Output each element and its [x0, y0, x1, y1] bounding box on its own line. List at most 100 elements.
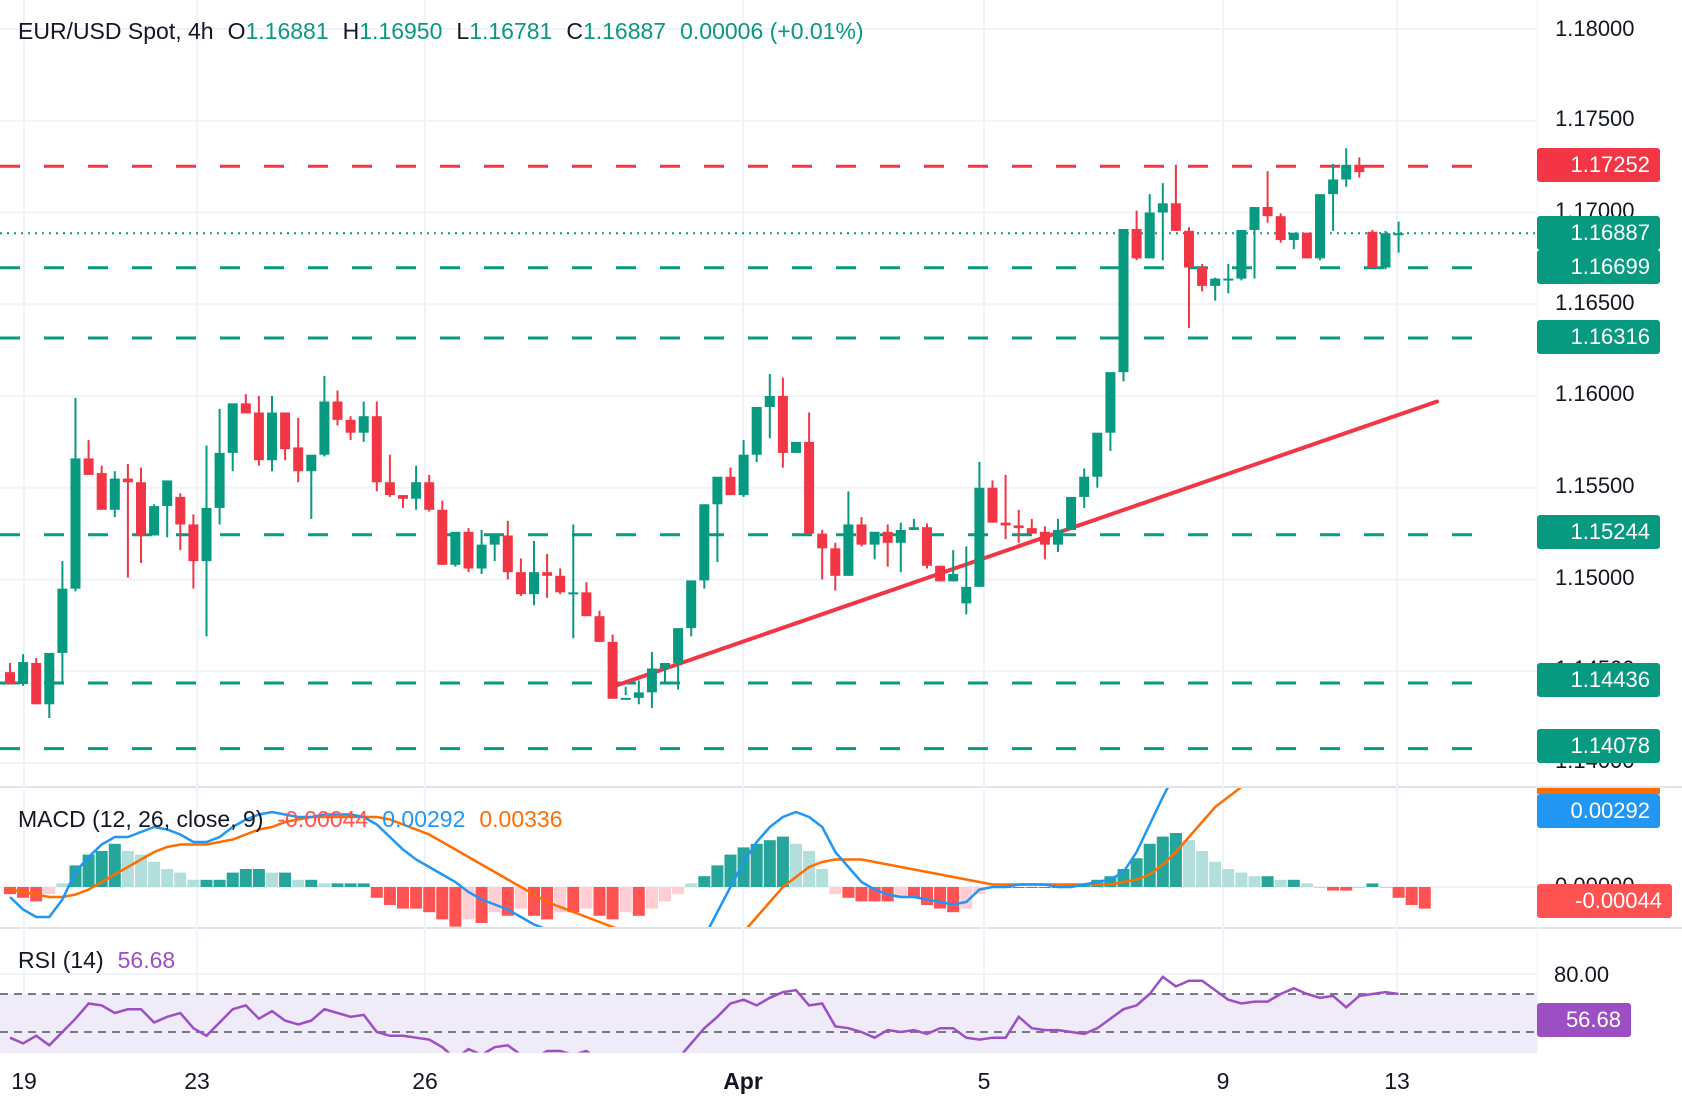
macd-histogram-bar: [1025, 887, 1038, 888]
macd-histogram-bar: [921, 887, 933, 905]
candle-body: [1013, 525, 1024, 529]
candle-body: [1118, 229, 1129, 373]
candle-body: [882, 531, 893, 543]
macd-histogram-bar: [1379, 887, 1392, 888]
macd-histogram-bar: [239, 869, 252, 887]
main-legend: EUR/USD Spot, 4h O 1.16881 H 1.16950 L 1…: [18, 18, 864, 45]
candle-body: [332, 401, 343, 420]
price-axis-label: 1.15000: [1555, 565, 1635, 590]
candle-body: [1249, 206, 1260, 230]
candle-body: [607, 641, 618, 699]
candle-body: [1236, 229, 1247, 279]
macd-histogram-bar: [1012, 887, 1025, 888]
candle-body: [922, 527, 932, 566]
price-axis-label: 1.18000: [1555, 16, 1635, 41]
time-axis-label: 13: [1384, 1068, 1410, 1094]
candle-body: [280, 412, 291, 450]
macd-histogram-value: -0.00044: [277, 806, 369, 832]
macd-histogram-bar: [685, 883, 698, 887]
macd-histogram-bar: [331, 883, 344, 887]
macd-histogram-bar: [947, 887, 960, 913]
candle-body: [817, 533, 828, 549]
macd-histogram-bar: [645, 887, 658, 909]
candle-body: [136, 482, 146, 536]
candle-body: [1275, 216, 1286, 241]
open-label: O: [227, 18, 246, 44]
macd-histogram-bar: [514, 887, 527, 909]
macd-title[interactable]: MACD (12, 26, close, 9): [18, 806, 264, 832]
time-axis-label: 9: [1216, 1068, 1230, 1094]
macd-signal-value: 0.00336: [479, 806, 563, 832]
macd-histogram-bar: [397, 887, 409, 909]
macd-histogram-bar: [252, 869, 265, 887]
macd-histogram-bar: [1287, 879, 1300, 887]
rsi-axis-label: 80.00: [1554, 962, 1610, 987]
candle-body: [122, 478, 133, 483]
macd-histogram-bar: [318, 883, 331, 887]
macd-histogram-bar: [567, 887, 580, 913]
candle-body: [1000, 522, 1011, 526]
high-value: 1.16950: [359, 18, 443, 44]
candle-body: [437, 509, 448, 565]
candle-body: [18, 662, 29, 685]
candle-body: [804, 441, 815, 534]
macd-histogram-bar: [619, 887, 632, 913]
change-value: 0.00006 (+0.01%): [680, 18, 864, 44]
candle-body: [1315, 194, 1325, 259]
candle-body: [935, 565, 946, 582]
support-price-tag: 1.14078: [1537, 729, 1660, 763]
macd-histogram-bar: [475, 887, 488, 923]
macd-histogram-bar: [1314, 887, 1326, 888]
macd-histogram-bar: [1104, 876, 1117, 887]
rsi-line: [9, 975, 1399, 1053]
macd-line-tag: 0.00292: [1537, 794, 1660, 828]
macd-histogram-bar: [855, 887, 868, 902]
candle-body: [856, 524, 867, 545]
symbol-title[interactable]: EUR/USD Spot, 4h: [18, 18, 214, 44]
candle-body: [214, 452, 225, 508]
macd-histogram-bar: [934, 887, 947, 909]
macd-histogram-bar: [698, 876, 711, 887]
macd-histogram-bar: [816, 869, 829, 887]
candle-body: [306, 454, 317, 472]
macd-histogram-bar: [829, 887, 842, 895]
macd-histogram-bar: [750, 843, 763, 887]
candle-body: [515, 572, 526, 595]
candle-body: [594, 616, 605, 642]
last-price-tag: 1.16887: [1537, 216, 1660, 250]
candle-body: [1053, 529, 1063, 545]
macd-histogram-bar: [1327, 887, 1340, 891]
rsi-value-tag: 56.68: [1537, 1003, 1631, 1037]
price-axis-label: 1.15500: [1555, 473, 1635, 498]
candle-body: [751, 407, 762, 455]
macd-histogram-bar: [187, 879, 200, 887]
time-axis-label: 26: [412, 1068, 438, 1094]
macd-histogram-bar: [894, 887, 907, 898]
candle-body: [1380, 233, 1391, 268]
macd-histogram-bar: [1366, 883, 1379, 887]
macd-histogram-bar: [842, 887, 855, 898]
candle-body: [633, 692, 644, 698]
candle-body: [843, 524, 854, 576]
candle-body: [1184, 230, 1194, 268]
candle-body: [1079, 476, 1090, 497]
candle-body: [1301, 232, 1312, 259]
candle-body: [57, 588, 68, 653]
macd-histogram-bar: [1248, 876, 1261, 887]
macd-histogram-bar: [711, 865, 724, 887]
candle-body: [686, 580, 697, 629]
candle-body: [96, 473, 107, 510]
candle-body: [974, 487, 985, 587]
macd-histogram-bar: [213, 879, 226, 887]
macd-histogram-bar: [82, 854, 95, 887]
candle-body: [398, 495, 408, 499]
rsi-legend: RSI (14) 56.68: [18, 947, 175, 974]
macd-histogram-bar: [1183, 840, 1195, 887]
candle-body: [70, 458, 81, 589]
candle-body: [267, 412, 277, 461]
candle-body: [149, 506, 160, 536]
macd-histogram-bar: [1038, 887, 1051, 888]
rsi-title[interactable]: RSI (14): [18, 947, 104, 973]
candle-body: [1393, 233, 1404, 236]
